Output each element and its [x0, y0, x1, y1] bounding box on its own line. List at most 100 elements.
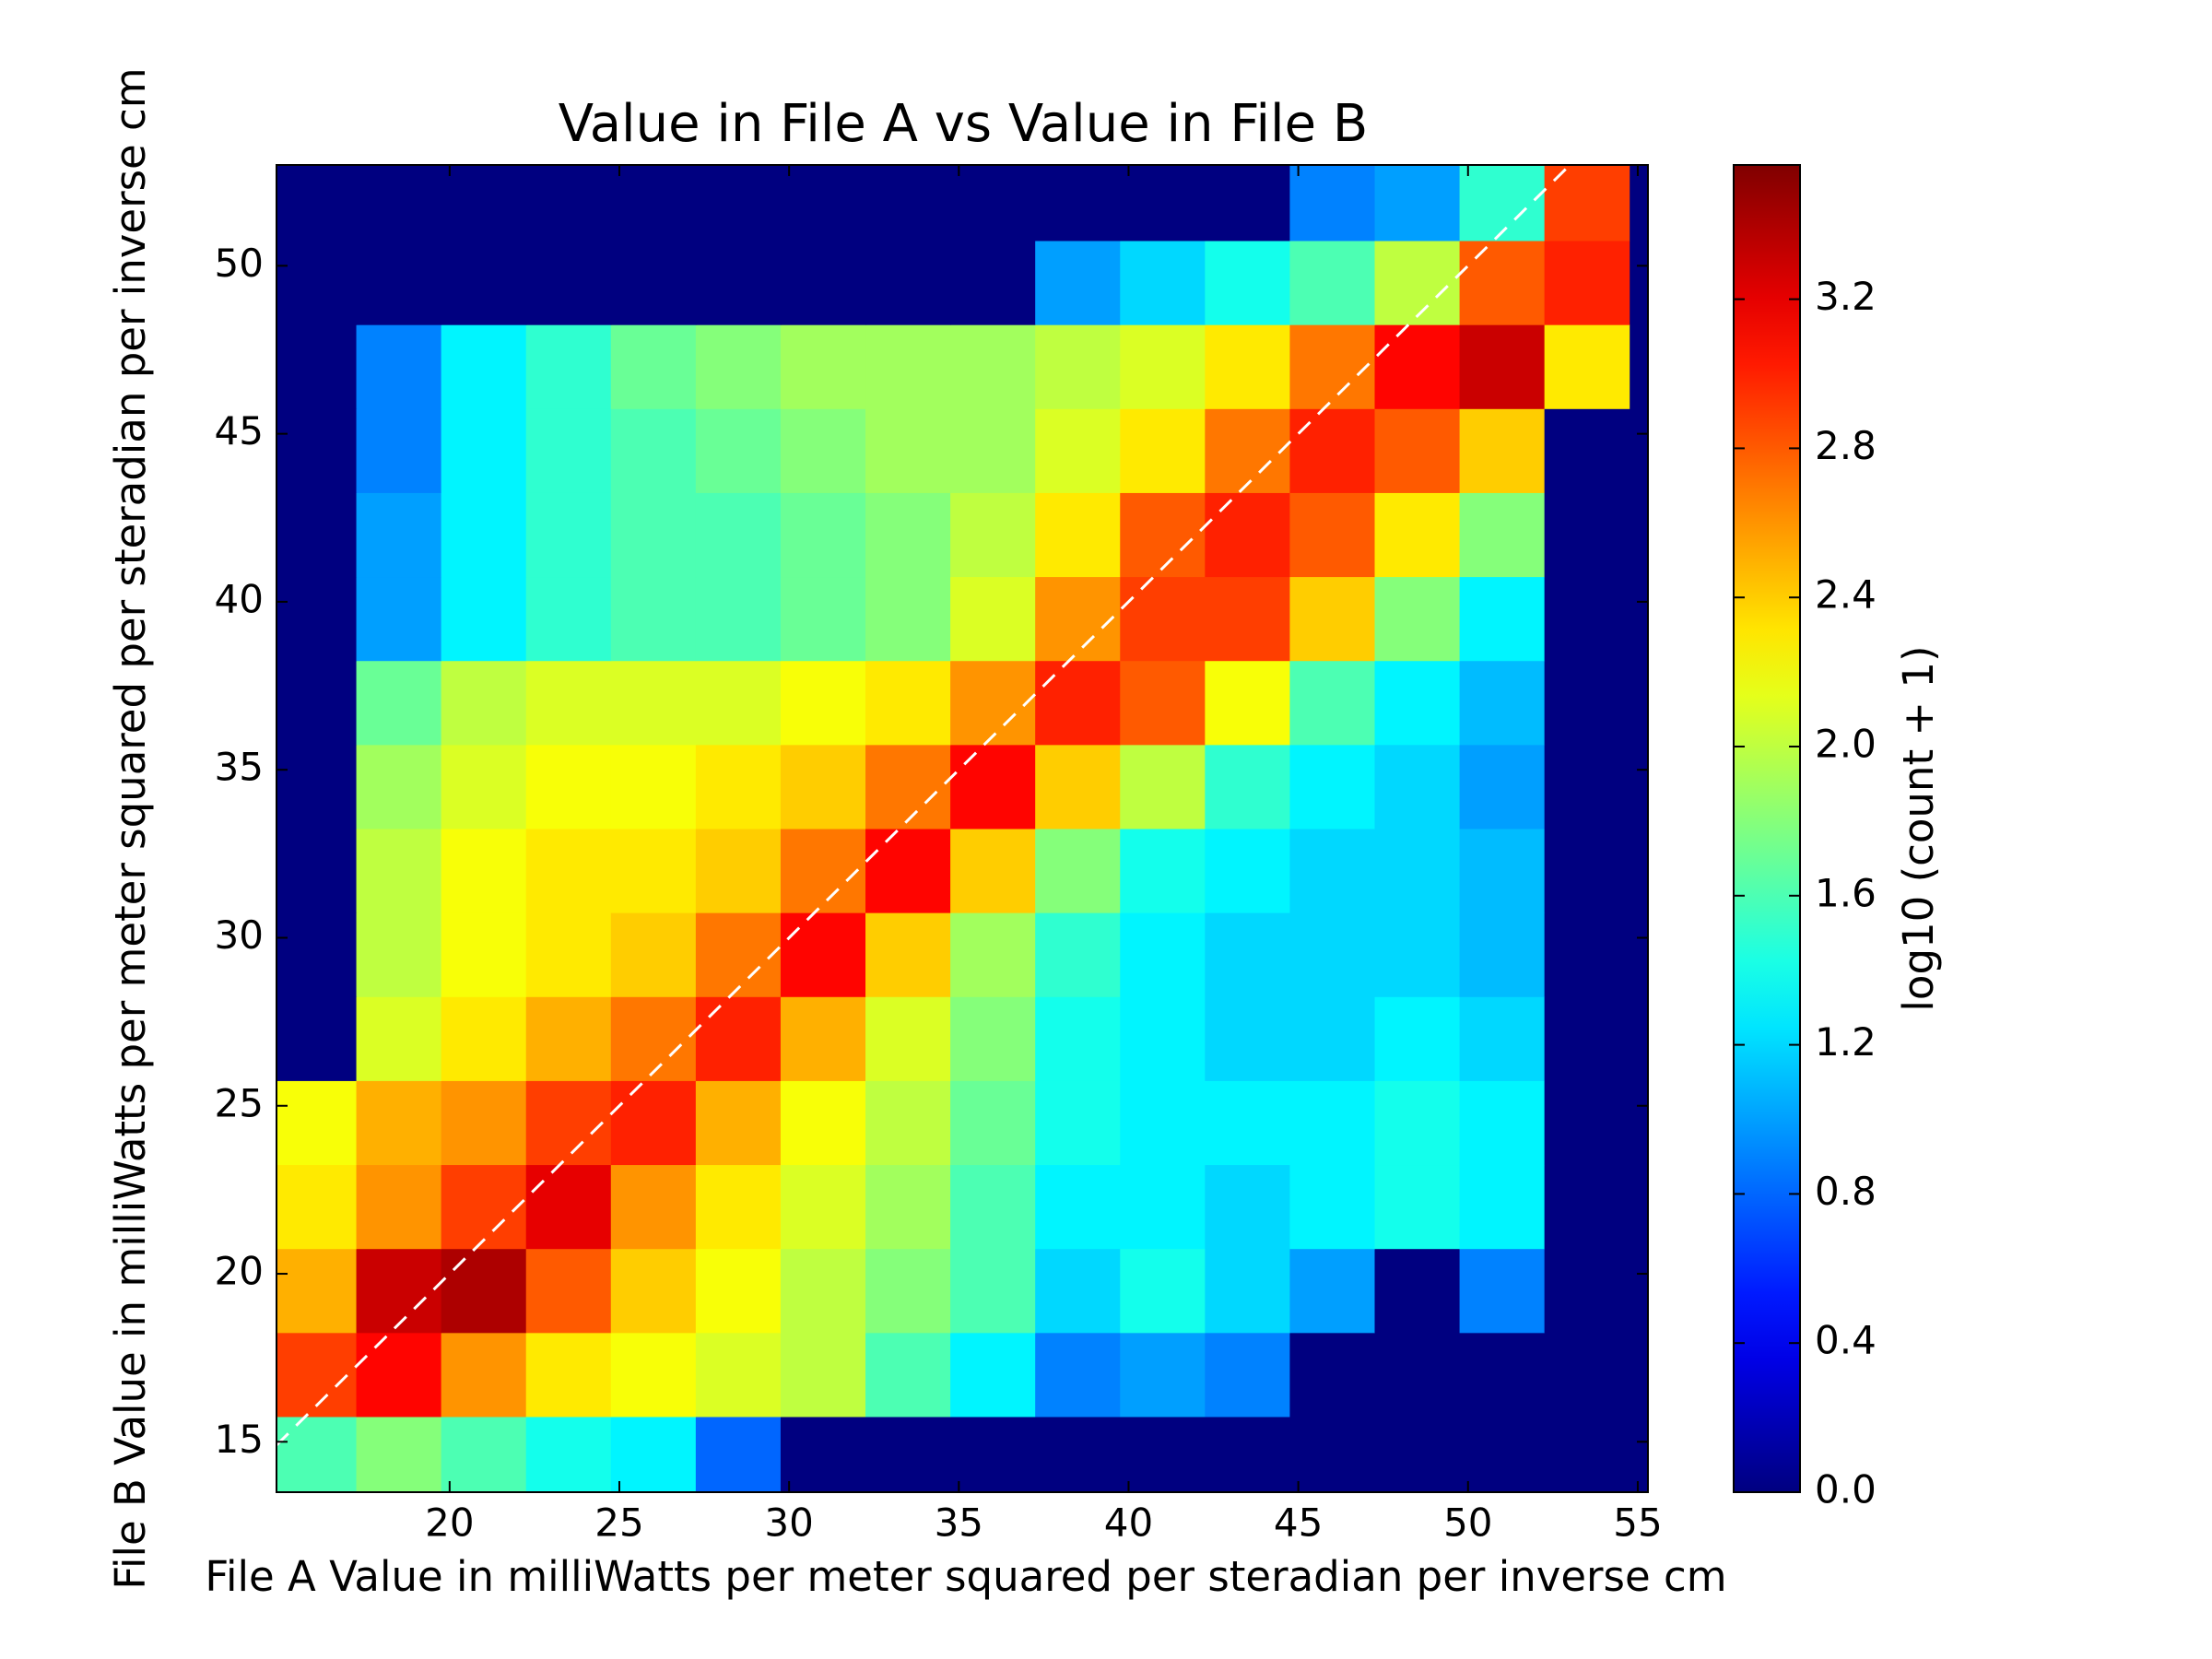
- bin: [1205, 324, 1290, 409]
- x-tick-label: 45: [1274, 1500, 1323, 1546]
- bin: [1289, 165, 1376, 241]
- bin: [1035, 576, 1121, 662]
- bin: [1205, 912, 1290, 997]
- colorbar-tick-label: 1.2: [1815, 1019, 1877, 1065]
- bin: [1374, 1080, 1461, 1166]
- bin: [1035, 1248, 1121, 1334]
- bin: [950, 165, 1036, 241]
- bin: [1289, 1248, 1376, 1334]
- bin: [525, 996, 612, 1081]
- bin: [950, 1416, 1036, 1492]
- bin: [1544, 660, 1630, 746]
- colorbar-tick-label: 0.4: [1815, 1318, 1877, 1363]
- bin: [356, 1080, 442, 1166]
- bin: [1374, 1248, 1461, 1334]
- y-tick-label: 20: [215, 1249, 264, 1294]
- bin: [950, 996, 1036, 1081]
- bin: [356, 1248, 442, 1334]
- bin: [1120, 576, 1206, 662]
- bin: [610, 324, 697, 409]
- bin: [441, 241, 527, 325]
- bin: [1205, 1164, 1290, 1250]
- bin: [1120, 660, 1206, 746]
- bin: [1544, 996, 1630, 1081]
- bin: [1544, 744, 1630, 830]
- y-tick-label: 35: [215, 745, 264, 790]
- bin: [780, 744, 866, 830]
- bin: [780, 165, 866, 241]
- bin: [1289, 576, 1376, 662]
- bin: [1374, 829, 1461, 913]
- x-axis-label: File A Value in milliWatts per meter squ…: [205, 1552, 1726, 1601]
- bin: [1205, 165, 1290, 241]
- bin: [865, 829, 951, 913]
- bin: [525, 1080, 612, 1166]
- bin: [276, 829, 358, 913]
- y-axis-label: File B Value in milliWatts per meter squ…: [106, 67, 155, 1589]
- bin: [780, 576, 866, 662]
- bin: [276, 324, 358, 409]
- bin: [1289, 408, 1376, 493]
- bin: [695, 408, 782, 493]
- y-tick-label: 40: [215, 576, 264, 621]
- bin: [1035, 408, 1121, 493]
- bin: [865, 1164, 951, 1250]
- bin: [865, 324, 951, 409]
- bin: [1289, 912, 1376, 997]
- colorbar-tick-label: 2.8: [1815, 423, 1877, 468]
- colorbar-tick-label: 1.6: [1815, 870, 1877, 915]
- bin: [356, 1332, 442, 1418]
- bin: [1544, 1416, 1630, 1492]
- bin: [1459, 1080, 1546, 1166]
- bin: [1035, 829, 1121, 913]
- bin: [950, 1164, 1036, 1250]
- bin: [610, 165, 697, 241]
- bin: [1544, 1080, 1630, 1166]
- bin: [1120, 1248, 1206, 1334]
- bin: [1459, 660, 1546, 746]
- colorbar-tick-label: 0.8: [1815, 1169, 1877, 1214]
- bin: [780, 408, 866, 493]
- bin: [356, 576, 442, 662]
- bin: [865, 744, 951, 830]
- bin: [1459, 241, 1546, 325]
- bin: [780, 1416, 866, 1492]
- bin: [950, 912, 1036, 997]
- bin: [1459, 408, 1546, 493]
- bin: [1035, 165, 1121, 241]
- bin: [1289, 492, 1376, 578]
- bin: [695, 996, 782, 1081]
- bin: [610, 660, 697, 746]
- colorbar-tick-label: 2.4: [1815, 572, 1877, 618]
- bin: [950, 660, 1036, 746]
- bin: [695, 324, 782, 409]
- bin: [865, 576, 951, 662]
- bin: [695, 1080, 782, 1166]
- bin: [610, 1416, 697, 1492]
- bin: [1374, 1416, 1461, 1492]
- bin: [950, 408, 1036, 493]
- bin: [1374, 576, 1461, 662]
- bin: [1289, 1164, 1376, 1250]
- bin: [441, 660, 527, 746]
- bin: [276, 1332, 358, 1418]
- bin: [1374, 912, 1461, 997]
- bin: [356, 912, 442, 997]
- colorbar-label: log10 (count + 1): [1894, 645, 1943, 1011]
- bin: [695, 829, 782, 913]
- bin: [525, 912, 612, 997]
- bin: [1205, 1080, 1290, 1166]
- bin: [610, 241, 697, 325]
- bin: [695, 1248, 782, 1334]
- bin: [1035, 1164, 1121, 1250]
- bin: [1035, 1416, 1121, 1492]
- bin: [441, 996, 527, 1081]
- bin: [1035, 744, 1121, 830]
- bin: [780, 1080, 866, 1166]
- bin: [1205, 660, 1290, 746]
- plot-frame: [276, 164, 1649, 1493]
- bin: [950, 1332, 1036, 1418]
- bin: [1459, 165, 1546, 241]
- bin: [1544, 165, 1630, 241]
